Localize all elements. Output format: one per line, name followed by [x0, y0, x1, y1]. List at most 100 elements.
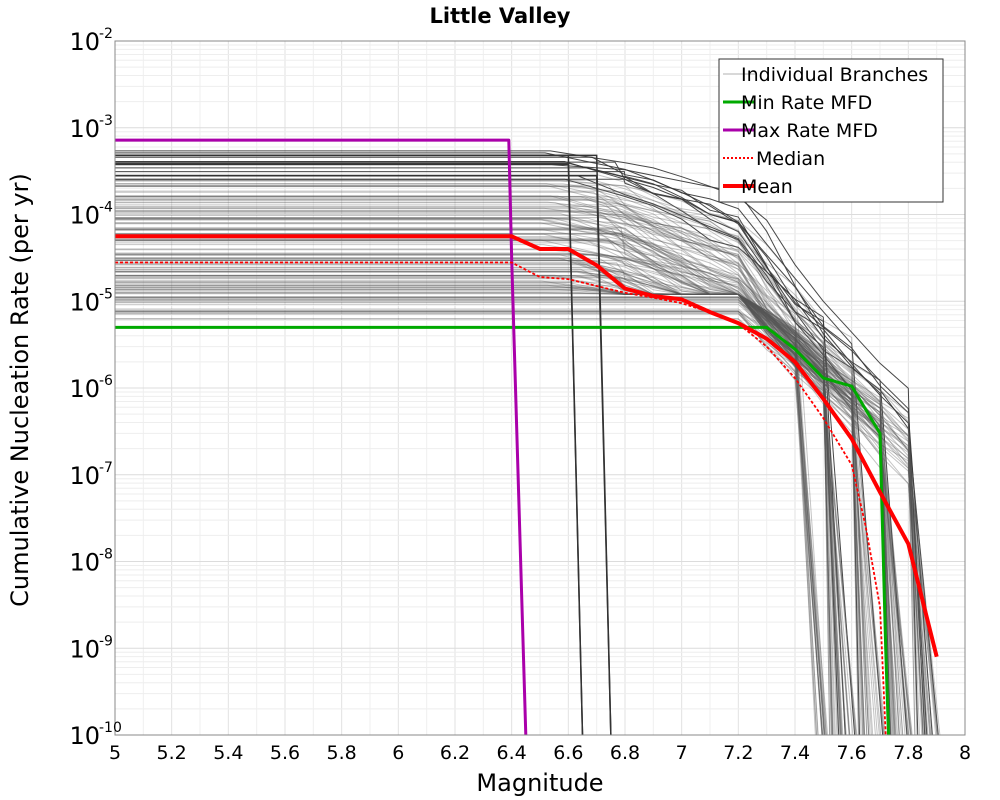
branch-line: [115, 222, 842, 736]
branch-line: [115, 262, 904, 736]
branch-line: [115, 263, 923, 736]
branch-line: [115, 299, 927, 736]
branch-line: [115, 271, 929, 736]
branch-line: [115, 174, 612, 736]
branch-line: [115, 238, 891, 736]
legend: Individual Branches Min Rate MFD Max Rate …: [718, 58, 944, 203]
branch-line: [115, 296, 841, 736]
branch-line: [115, 161, 846, 736]
branch-line: [115, 270, 826, 736]
x-tick-label: 6.4: [497, 742, 527, 764]
y-tick-exponent: -8: [99, 547, 113, 563]
branch-line: [115, 217, 897, 736]
x-tick-label: 6.6: [553, 742, 583, 764]
branch-line: [115, 292, 909, 736]
branch-line: [115, 298, 844, 736]
branch-line: [115, 297, 891, 736]
branch-line: [115, 254, 892, 736]
branch-line: [115, 233, 862, 736]
branch-line: [115, 196, 857, 736]
branch-line: [115, 260, 861, 736]
branch-line: [115, 236, 912, 736]
branch-line: [115, 171, 926, 736]
x-tick-label: 7.2: [723, 742, 753, 764]
x-tick-label: 7: [676, 742, 688, 764]
branch-line: [115, 199, 941, 736]
branch-line: [115, 311, 824, 736]
x-tick-label: 5: [109, 742, 121, 764]
branch-line: [115, 184, 900, 736]
branch-line: [115, 202, 825, 736]
branch-line: [115, 195, 912, 736]
branch-line: [115, 267, 924, 736]
y-tick-exponent: -7: [99, 460, 113, 476]
branch-line: [115, 254, 842, 736]
branch-line: [115, 175, 840, 736]
branch-line: [115, 233, 829, 736]
branch-line: [115, 185, 833, 736]
legend-label: Min Rate MFD: [741, 92, 872, 114]
branch-line: [115, 218, 884, 736]
branch-line: [115, 308, 899, 736]
branch-line: [115, 211, 846, 736]
branch-line: [115, 296, 924, 736]
branch-line: [115, 210, 817, 736]
branch-line: [115, 206, 908, 736]
branch-line: [115, 249, 937, 736]
branch-line: [115, 276, 851, 736]
branch-line: [115, 271, 933, 736]
branch-line: [115, 179, 918, 736]
branch-line: [115, 254, 939, 736]
branch-line: [115, 223, 895, 736]
branch-line: [115, 318, 858, 736]
x-tick-label: 5.6: [270, 742, 300, 764]
x-tick-label: 6: [392, 742, 404, 764]
branch-line: [115, 217, 910, 736]
y-tick-label: 10: [69, 288, 100, 316]
branch-line: [115, 180, 827, 736]
branch-line: [115, 174, 870, 736]
branch-line: [115, 260, 846, 736]
branch-line: [115, 222, 865, 736]
plot-frame: [114, 40, 966, 736]
branch-line: [115, 257, 878, 736]
x-tick-label: 5.4: [213, 742, 243, 764]
legend-label: Individual Branches: [741, 64, 928, 86]
branch-line: [115, 253, 902, 736]
branch-line: [115, 301, 889, 736]
legend-label: Median: [756, 148, 825, 170]
branch-line: [115, 183, 826, 736]
branch-line: [115, 266, 825, 736]
branch-line: [115, 232, 885, 736]
branch-line: [115, 163, 584, 736]
branch-line: [115, 262, 859, 736]
branch-line: [115, 218, 863, 736]
branch-line: [115, 227, 900, 736]
branch-line: [115, 259, 913, 736]
branch-line: [115, 284, 876, 736]
branch-line: [115, 313, 854, 736]
branch-line: [115, 229, 842, 736]
branch-line: [115, 228, 920, 736]
branch-line: [115, 217, 847, 736]
branch-line: [115, 282, 886, 736]
branch-line: [115, 207, 885, 736]
branch-line: [115, 270, 913, 736]
x-tick-label: 5.2: [157, 742, 187, 764]
branch-line: [115, 301, 939, 736]
x-axis-ticks: 5 5.2 5.4 5.6 5.8 6 6.2 6.4 6.6 6.8 7 7.2 7.4 7.6 7.8 8: [109, 742, 971, 764]
branch-line: [115, 229, 896, 736]
branch-line: [115, 299, 819, 736]
branch-line: [115, 178, 908, 736]
branch-line: [115, 253, 833, 736]
series-mean: [115, 234, 939, 658]
x-tick-label: 7.6: [837, 742, 867, 764]
branch-line: [115, 271, 843, 736]
branch-line: [115, 239, 892, 736]
y-tick-exponent: -6: [99, 373, 113, 389]
branch-line: [115, 310, 924, 736]
branch-line: [115, 211, 911, 736]
y-tick-exponent: -9: [99, 633, 113, 649]
branch-line: [115, 248, 934, 736]
branch-line: [115, 318, 827, 736]
